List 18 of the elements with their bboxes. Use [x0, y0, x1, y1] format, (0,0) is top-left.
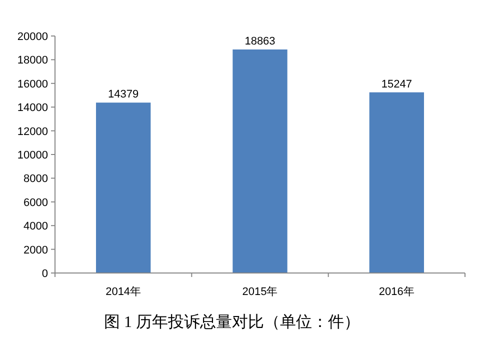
x-tick-label: 2014年 [106, 286, 142, 298]
y-tick-label: 2000 [24, 244, 48, 256]
y-tick-label: 8000 [24, 173, 48, 186]
y-tick-label: 12000 [17, 126, 48, 138]
y-tick-label: 10000 [17, 150, 48, 162]
data-label: 18863 [244, 35, 276, 48]
x-tick-label: 2016年 [378, 286, 414, 298]
y-tick-label: 14000 [17, 102, 48, 114]
y-tick-label: 0 [42, 268, 48, 280]
y-tick-label: 18000 [17, 54, 48, 67]
y-tick-label: 6000 [24, 196, 48, 209]
data-label: 15247 [381, 78, 412, 90]
x-tick-label: 2015年 [242, 286, 278, 298]
y-tick-label: 4000 [24, 220, 48, 233]
data-label: 14379 [108, 88, 139, 101]
y-tick-label: 16000 [17, 78, 48, 90]
y-tick-label: 20000 [17, 31, 48, 43]
caption: 图 1 历年投诉总量对比（单位：件） [104, 313, 360, 331]
